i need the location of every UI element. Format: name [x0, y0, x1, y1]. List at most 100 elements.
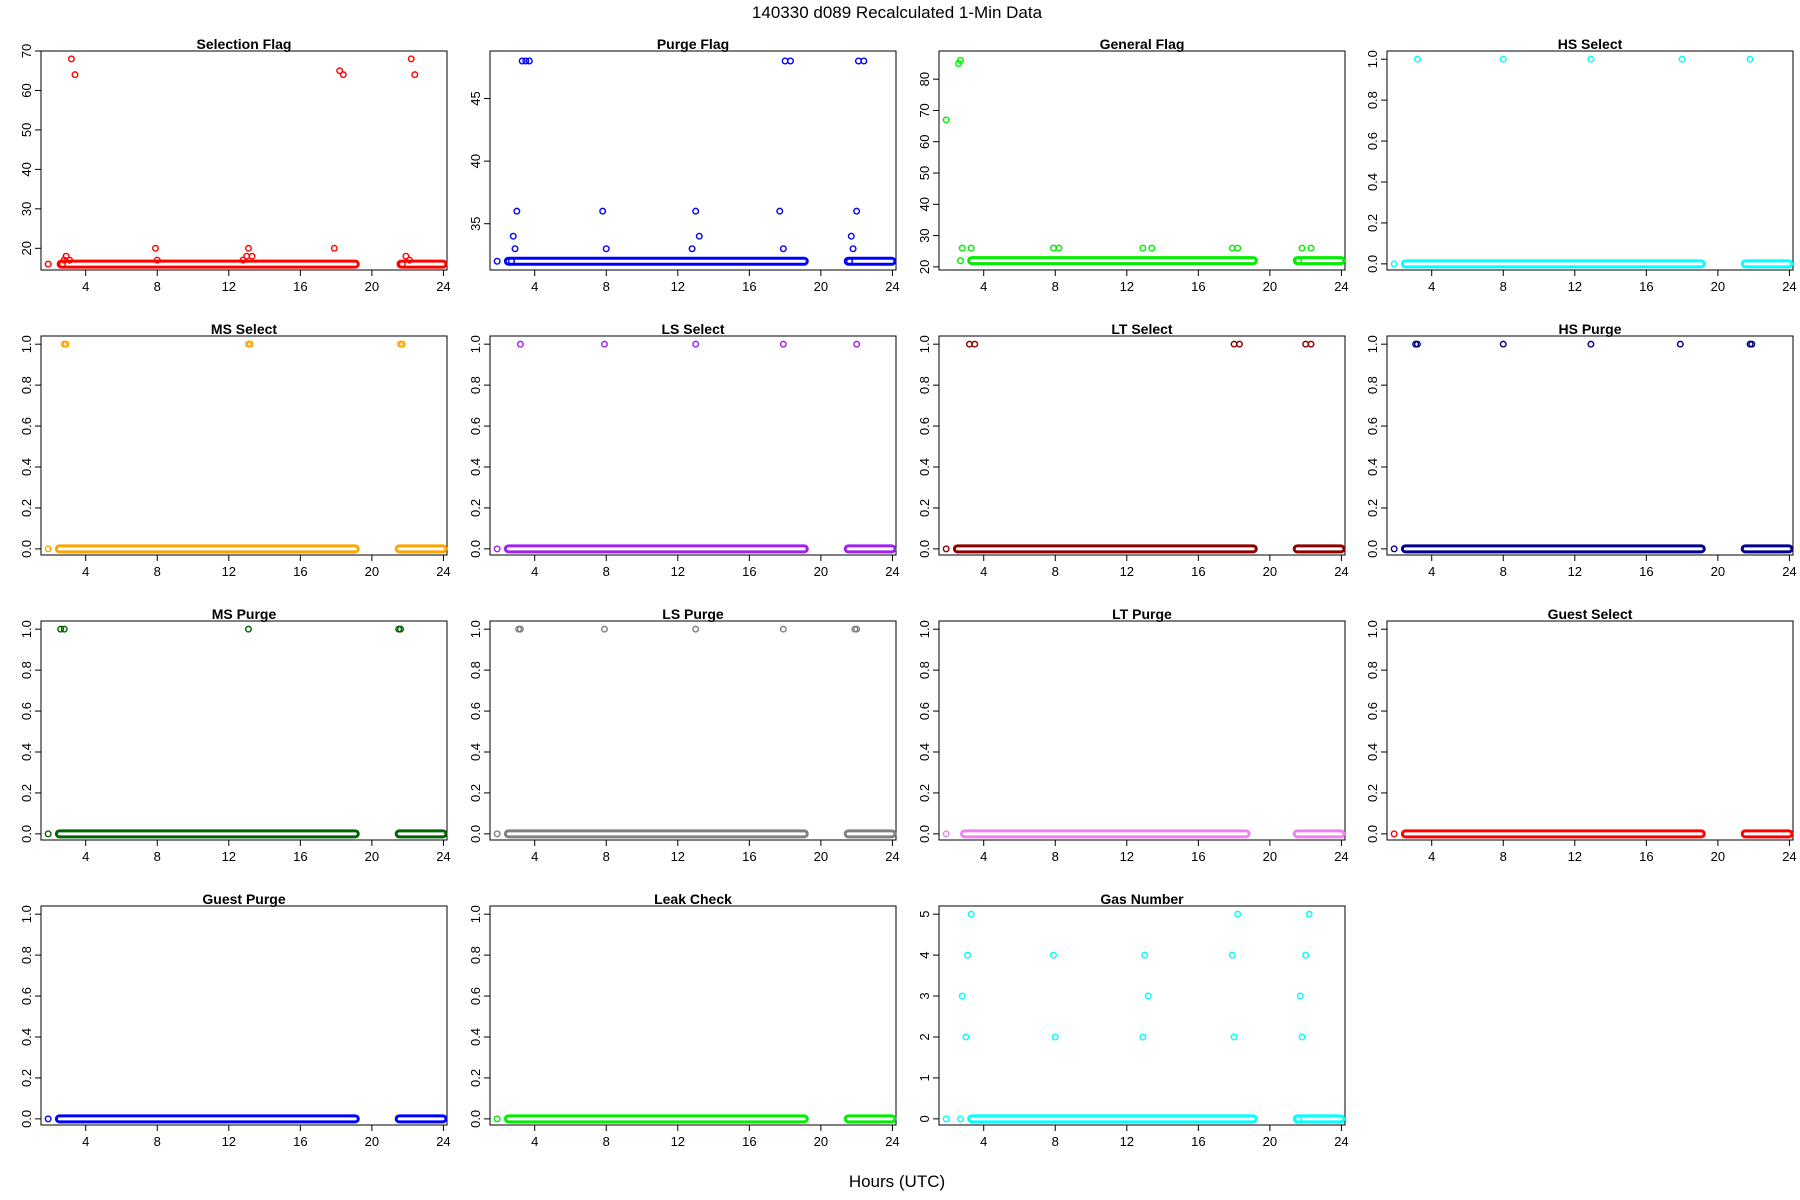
y-tick-label: 0.0	[917, 825, 932, 843]
x-tick-label: 8	[1500, 849, 1507, 864]
x-tick-label: 12	[1568, 849, 1582, 864]
data-point	[493, 545, 501, 553]
x-tick-label: 4	[1428, 279, 1435, 294]
data-point	[600, 340, 608, 348]
x-tick-label: 12	[222, 279, 236, 294]
data-point-run	[843, 829, 897, 839]
data-point-run	[56, 259, 360, 269]
plot-frame	[40, 50, 448, 271]
x-tick-label: 4	[980, 279, 987, 294]
x-tick-label: 8	[1052, 849, 1059, 864]
y-tick-label: 1.0	[1365, 50, 1380, 68]
data-point	[1499, 340, 1507, 348]
y-tick-label: 50	[19, 123, 34, 137]
plot-frame	[938, 905, 1346, 1126]
x-tick-label: 8	[1052, 279, 1059, 294]
plot-frame	[938, 620, 1346, 841]
x-tick-label: 20	[1711, 849, 1725, 864]
y-tick-label: 0.0	[468, 825, 483, 843]
y-tick-label: 1.0	[468, 335, 483, 353]
data-point	[1294, 1115, 1302, 1123]
x-tick-label: 4	[82, 564, 89, 579]
y-tick-label: 0.4	[468, 1028, 483, 1046]
y-tick-label: 30	[19, 202, 34, 216]
y-tick-label: 0.0	[1365, 255, 1380, 273]
data-point	[956, 56, 964, 64]
y-tick-label: 0.2	[19, 1069, 34, 1087]
data-point	[1302, 951, 1310, 959]
panel-purge-flag: Purge Flag 4 8 12 16 20 24 35 40 45	[468, 36, 900, 294]
data-point-run	[394, 544, 448, 554]
y-tick-label: 0.8	[468, 661, 483, 679]
y-tick-label: 0.2	[1365, 214, 1380, 232]
x-tick-label: 16	[293, 564, 307, 579]
data-point	[1139, 1033, 1147, 1041]
data-point	[1298, 1033, 1306, 1041]
x-tick-label: 4	[82, 279, 89, 294]
data-point-run	[843, 1114, 897, 1124]
y-tick-label: 0.4	[1365, 458, 1380, 476]
x-tick-label: 12	[1120, 564, 1134, 579]
plot-frame	[489, 905, 897, 1126]
data-point	[1235, 340, 1243, 348]
y-tick-label: 0.8	[1365, 661, 1380, 679]
y-tick-label: 0.2	[19, 499, 34, 517]
y-tick-label: 0.4	[1365, 173, 1380, 191]
data-point	[1139, 244, 1147, 252]
x-tick-label: 24	[1782, 564, 1796, 579]
x-tick-label: 24	[885, 564, 899, 579]
data-point	[942, 1115, 950, 1123]
x-tick-label: 20	[365, 564, 379, 579]
data-point	[600, 625, 608, 633]
data-point	[1307, 340, 1315, 348]
x-tick-label: 20	[1711, 564, 1725, 579]
data-point	[602, 245, 610, 253]
y-tick-label: 1.0	[1365, 620, 1380, 638]
y-tick-label: 0.4	[468, 743, 483, 761]
panel-ms-purge: MS Purge 4 8 12 16 20 24 0.0 0.2 0.4 0.6 0.8 1.0	[19, 606, 451, 864]
y-tick-label: 45	[468, 91, 483, 105]
data-point-run	[394, 1114, 448, 1124]
data-point-run	[960, 829, 1251, 839]
y-tick-label: 0.6	[19, 987, 34, 1005]
panel-selection-flag: Selection Flag 4 8 12 16 20 24 20 30 40 50 60 70	[19, 36, 451, 294]
panel-title: LT Select	[1111, 321, 1173, 337]
data-point	[493, 1115, 501, 1123]
data-point-run	[394, 829, 448, 839]
data-point	[58, 260, 66, 268]
y-tick-label: 0.2	[917, 784, 932, 802]
data-point	[522, 57, 530, 65]
data-point	[845, 257, 853, 265]
data-point	[599, 207, 607, 215]
y-tick-label: 0.2	[468, 784, 483, 802]
data-point-run	[396, 259, 448, 269]
data-point	[1499, 55, 1507, 63]
data-point	[1413, 340, 1421, 348]
data-point	[516, 340, 524, 348]
data-point-run	[1400, 259, 1706, 269]
x-tick-label: 12	[671, 849, 685, 864]
data-point	[1748, 340, 1756, 348]
panel-hs-purge: HS Purge 4 8 12 16 20 24 0.0 0.2 0.4 0.6 0.8 1.0	[1365, 321, 1797, 579]
data-point-run	[1400, 829, 1706, 839]
data-point	[1678, 55, 1686, 63]
x-tick-label: 8	[603, 279, 610, 294]
data-point	[853, 340, 861, 348]
panel-guest-select: Guest Select 4 8 12 16 20 24 0.0 0.2 0.4 0.6 0.8 1.0	[1365, 606, 1797, 864]
plot-frame	[1386, 335, 1794, 556]
data-point	[967, 244, 975, 252]
data-point	[964, 951, 972, 959]
data-point	[339, 71, 347, 79]
panel-guest-purge: Guest Purge 4 8 12 16 20 24 0.0 0.2 0.4 0.6 0.8 1.0	[19, 891, 451, 1149]
plot-frame	[489, 620, 897, 841]
plot-frame	[489, 335, 897, 556]
y-tick-label: 0.8	[19, 946, 34, 964]
x-tick-label: 8	[1052, 1134, 1059, 1149]
y-tick-label: 0.0	[917, 540, 932, 558]
data-point	[776, 207, 784, 215]
data-point	[849, 245, 857, 253]
y-tick-label: 0.2	[1365, 499, 1380, 517]
data-point-run	[54, 544, 360, 554]
x-tick-label: 24	[885, 1134, 899, 1149]
